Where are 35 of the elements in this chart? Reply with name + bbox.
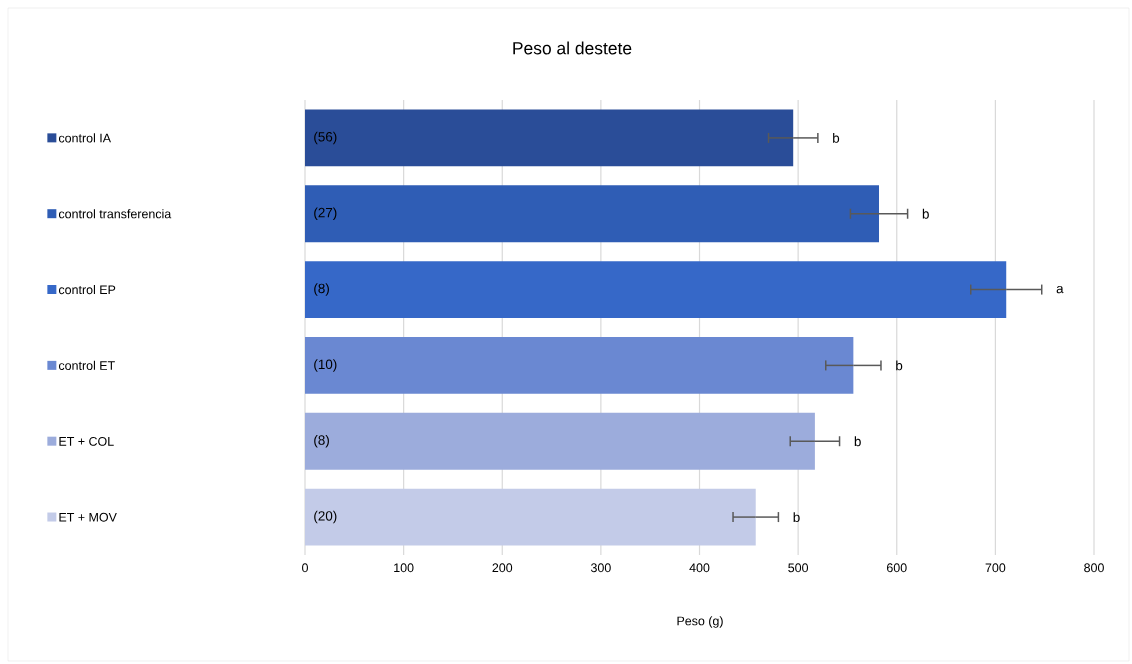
y-tick-label: ET + COL xyxy=(59,436,114,446)
annotation: b xyxy=(833,132,840,143)
bar xyxy=(305,336,854,394)
x-tick-label: 700 xyxy=(985,563,1006,573)
y-tick-label: control ET xyxy=(58,360,115,370)
x-tick-label: 800 xyxy=(1084,563,1104,573)
y-tick-label: control IA xyxy=(58,133,111,143)
bar xyxy=(305,488,756,546)
annotation: (56) xyxy=(314,131,337,145)
x-axis-title: Peso (g) xyxy=(677,616,723,628)
annotation: b xyxy=(793,512,800,523)
y-tick-label: control transferencia xyxy=(58,209,172,219)
annotation: (8) xyxy=(314,283,329,296)
x-tick-label: 500 xyxy=(788,563,809,573)
bar xyxy=(305,109,794,167)
x-tick-label: 600 xyxy=(886,563,907,573)
x-tick-label: 400 xyxy=(689,563,710,573)
y-tick-label: ET + MOV xyxy=(59,512,117,522)
annotation: (27) xyxy=(314,207,337,220)
annotation: (20) xyxy=(314,510,337,524)
x-tick-label: 100 xyxy=(394,563,414,573)
annotation: b xyxy=(896,360,903,371)
annotation: (10) xyxy=(314,359,337,372)
chart-title: Peso al destete xyxy=(513,41,632,55)
annotation: b xyxy=(854,436,861,447)
x-tick-label: 300 xyxy=(590,563,611,573)
annotation: (8) xyxy=(314,434,329,448)
annotation: b xyxy=(922,208,929,219)
y-tick-label: control EP xyxy=(58,284,116,295)
x-tick-label: 0 xyxy=(302,563,308,573)
bar xyxy=(305,185,880,243)
annotation: a xyxy=(1056,285,1064,294)
x-tick-label: 200 xyxy=(492,563,513,573)
bar xyxy=(305,412,815,470)
bar xyxy=(305,261,1007,319)
